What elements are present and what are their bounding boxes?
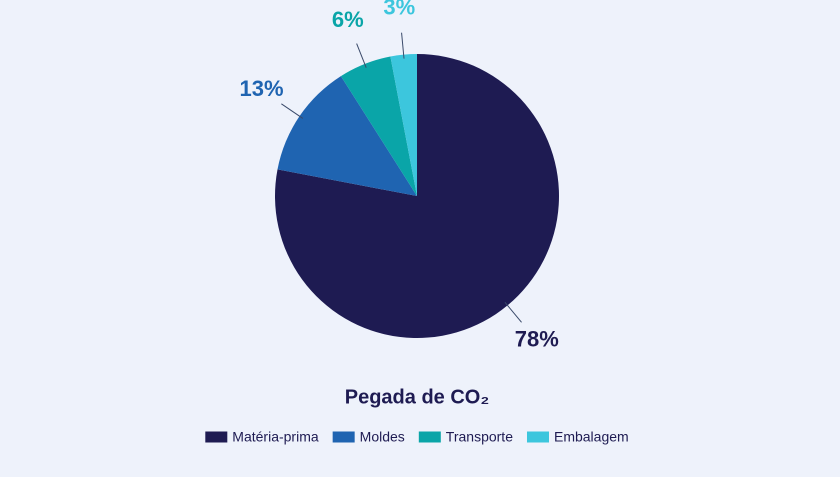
pie-slice	[275, 54, 559, 339]
legend-swatch	[418, 431, 441, 443]
legend-item: Matéria-prima	[205, 429, 319, 445]
legend-label: Transporte	[446, 429, 513, 445]
legend-swatch	[526, 431, 549, 443]
legend-label: Matéria-prima	[232, 429, 319, 445]
leader-line	[401, 32, 405, 59]
legend-label: Embalagem	[554, 429, 629, 445]
leader-line	[356, 43, 367, 68]
data-label: 78%	[515, 327, 559, 352]
legend-item: Transporte	[418, 429, 513, 445]
pie-slice	[390, 54, 417, 196]
data-label: 13%	[239, 76, 283, 101]
data-label: 3%	[383, 0, 415, 20]
chart-title: Pegada de CO₂	[345, 386, 489, 408]
pie-slice	[277, 76, 417, 196]
leader-line	[281, 103, 304, 119]
legend-item: Embalagem	[526, 429, 629, 445]
leader-line	[504, 302, 522, 323]
legend-swatch	[205, 431, 228, 443]
legend-item: Moldes	[332, 429, 405, 445]
data-label: 6%	[332, 7, 364, 32]
legend-label: Moldes	[360, 429, 405, 445]
legend-swatch	[332, 431, 355, 443]
pie-slice	[340, 56, 417, 196]
